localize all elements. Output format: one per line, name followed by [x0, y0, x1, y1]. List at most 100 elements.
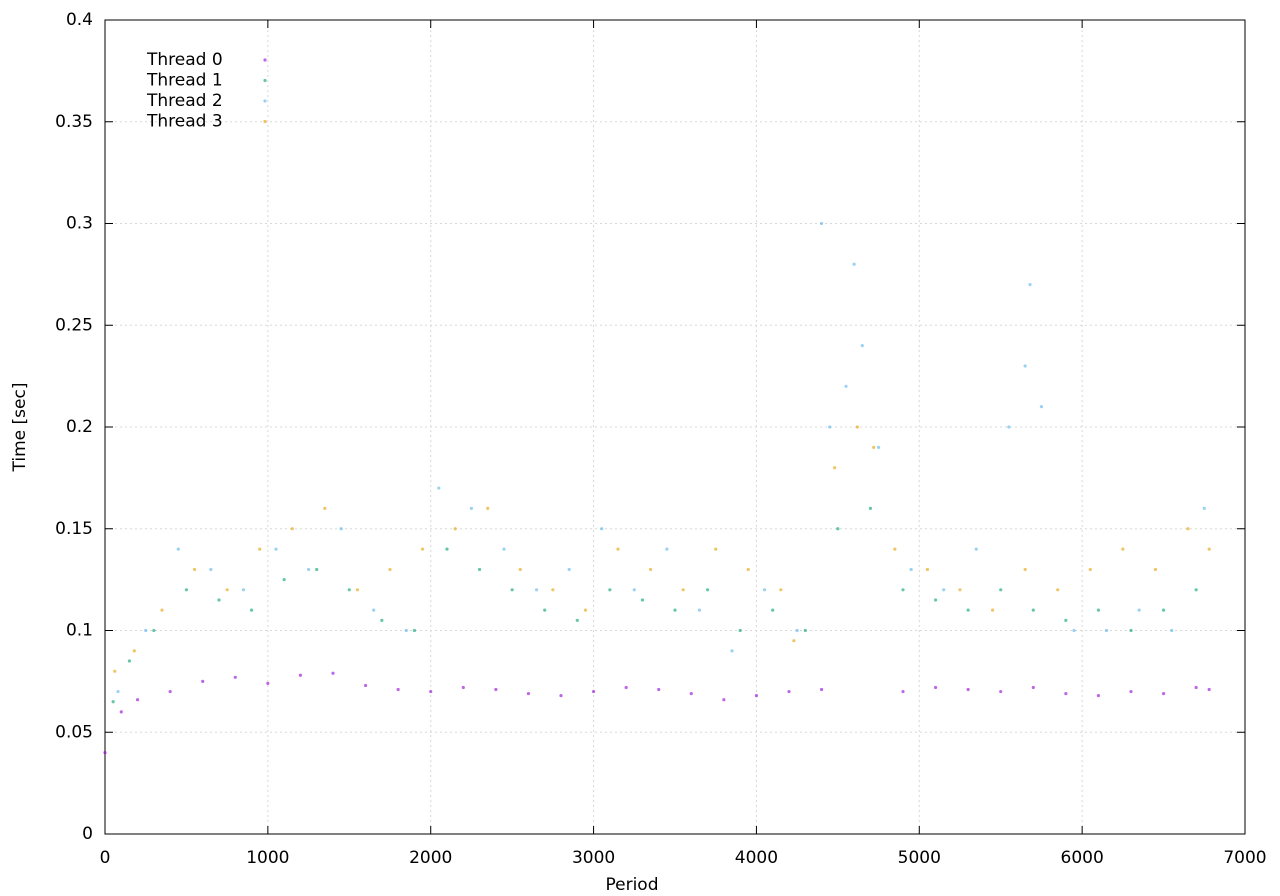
point — [616, 547, 620, 551]
point — [306, 567, 311, 572]
point — [323, 506, 327, 510]
point — [1202, 506, 1206, 510]
y-tick-label: 0 — [82, 824, 93, 844]
legend-marker — [263, 78, 267, 83]
point — [792, 639, 796, 643]
point — [1161, 691, 1166, 696]
point — [388, 567, 392, 572]
point — [1129, 628, 1133, 633]
point — [412, 628, 417, 633]
point — [689, 691, 693, 696]
point — [176, 547, 180, 551]
point — [534, 588, 539, 592]
point — [640, 598, 645, 602]
point — [363, 683, 368, 688]
point — [1064, 691, 1068, 696]
point — [290, 527, 294, 531]
point — [974, 547, 978, 551]
point — [844, 384, 848, 388]
point — [591, 689, 596, 694]
x-tick-label: 3000 — [572, 848, 615, 868]
y-tick-label: 0.15 — [55, 519, 93, 539]
point — [209, 567, 213, 572]
point — [608, 588, 612, 592]
point — [477, 567, 482, 572]
point — [1121, 547, 1125, 551]
point — [833, 466, 837, 470]
point — [933, 598, 938, 602]
x-axis-label: Period — [605, 875, 658, 895]
point — [779, 588, 783, 592]
point — [730, 649, 734, 653]
point — [958, 588, 962, 592]
legend-label: Thread 3 — [146, 112, 223, 132]
point — [966, 608, 970, 612]
point — [437, 486, 441, 490]
point — [559, 694, 563, 698]
point — [836, 527, 840, 531]
point — [828, 425, 832, 429]
point — [787, 689, 791, 694]
point — [567, 567, 571, 572]
point — [819, 221, 824, 226]
point — [1170, 628, 1174, 633]
point — [1056, 588, 1060, 592]
point — [217, 598, 221, 602]
point — [233, 675, 237, 679]
point — [868, 506, 873, 510]
point — [1031, 685, 1035, 690]
point — [111, 700, 115, 704]
point — [999, 588, 1003, 592]
point — [103, 751, 107, 755]
point — [1194, 685, 1198, 690]
point — [404, 628, 408, 633]
x-tick-label: 1000 — [246, 848, 289, 868]
point — [184, 588, 189, 592]
point — [909, 567, 913, 572]
point — [771, 608, 775, 612]
legend-marker — [263, 99, 267, 103]
point — [1104, 628, 1109, 633]
point — [132, 649, 136, 653]
point — [665, 547, 669, 551]
point — [1129, 689, 1133, 694]
point — [714, 547, 718, 551]
y-tick-label: 0.4 — [66, 10, 93, 30]
point — [331, 671, 335, 675]
point — [315, 567, 319, 572]
point — [201, 679, 205, 683]
point — [697, 608, 702, 612]
point — [762, 588, 767, 592]
point — [648, 567, 653, 572]
point — [1096, 608, 1101, 612]
point — [144, 628, 148, 633]
point — [925, 567, 930, 572]
point — [494, 687, 498, 692]
legend-label: Thread 1 — [146, 71, 223, 91]
point — [551, 588, 555, 592]
point — [803, 628, 807, 633]
point — [518, 567, 522, 572]
point — [274, 547, 278, 551]
point — [127, 659, 132, 663]
point — [160, 608, 164, 612]
y-axis-label: Time [sec] — [10, 383, 30, 473]
point — [872, 445, 876, 449]
point — [429, 689, 433, 694]
point — [754, 694, 759, 698]
point — [738, 628, 742, 633]
point — [722, 698, 726, 702]
point — [966, 687, 970, 692]
plot-frame — [104, 19, 1246, 835]
point — [135, 698, 140, 702]
point — [852, 262, 856, 266]
point — [420, 547, 425, 551]
point — [396, 687, 400, 692]
x-tick-label: 2000 — [409, 848, 452, 868]
point — [543, 608, 547, 612]
y-tick-label: 0.2 — [66, 417, 93, 437]
point — [380, 618, 384, 622]
y-tick-label: 0.25 — [55, 315, 93, 335]
legend-label: Thread 0 — [146, 50, 223, 70]
point — [510, 588, 514, 592]
